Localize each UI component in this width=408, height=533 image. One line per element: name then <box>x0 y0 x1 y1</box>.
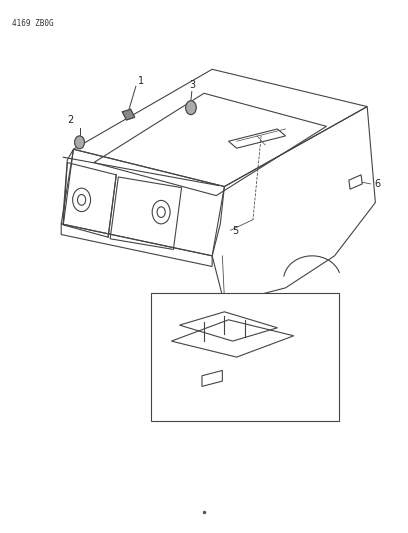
Polygon shape <box>122 109 135 120</box>
Text: 6: 6 <box>374 179 381 189</box>
Text: 3: 3 <box>189 80 196 90</box>
Circle shape <box>75 136 84 149</box>
Text: 4: 4 <box>213 389 220 398</box>
Text: 5: 5 <box>232 226 238 236</box>
FancyBboxPatch shape <box>151 293 339 421</box>
Text: 4169 ZB0G: 4169 ZB0G <box>12 19 54 28</box>
Text: 2: 2 <box>67 115 74 125</box>
Circle shape <box>186 101 196 115</box>
Text: 1: 1 <box>137 76 144 86</box>
